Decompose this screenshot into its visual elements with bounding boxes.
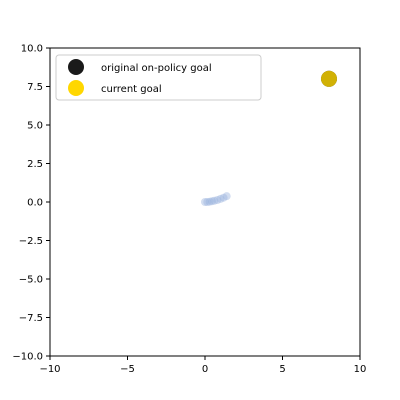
x-tick-label: −10	[39, 364, 60, 375]
legend-label: original on-policy goal	[101, 63, 212, 74]
trajectory-point	[222, 192, 231, 201]
legend-marker	[68, 59, 84, 75]
plot-marks	[201, 70, 337, 206]
trajectory-point	[201, 198, 209, 206]
y-tick-label: 2.5	[27, 159, 43, 170]
trajectory-point	[207, 197, 216, 206]
trajectory-point	[219, 193, 228, 202]
x-tick-label: 0	[202, 364, 208, 375]
y-tick-label: −2.5	[19, 236, 43, 247]
y-tick-label: 5.0	[27, 121, 43, 132]
trajectory-point	[210, 196, 219, 205]
current-goal-point	[321, 70, 337, 87]
trajectory-point	[213, 195, 222, 204]
x-tick-label: 10	[354, 364, 367, 375]
x-tick-label: 5	[279, 364, 285, 375]
trajectory-point	[205, 197, 214, 206]
legend: original on-policy goal current goal	[55, 54, 262, 101]
legend-label: current goal	[101, 84, 162, 95]
axis-ticks: −10 −5 0 5 10 −10.0 −7.5 −5.0 −2.5 0.0 2.5 5.0 7.5 10…	[12, 44, 366, 376]
legend-box	[55, 54, 262, 101]
y-tick-label: 0.0	[27, 198, 43, 209]
y-tick-label: −5.0	[19, 275, 43, 286]
trajectory-point	[203, 198, 212, 206]
y-tick-label: 10.0	[21, 44, 43, 55]
legend-marker	[68, 80, 84, 96]
trajectory-point	[216, 194, 225, 203]
y-tick-label: −7.5	[19, 313, 43, 324]
x-tick-label: −5	[120, 364, 135, 375]
y-tick-label: 7.5	[27, 82, 43, 93]
y-tick-label: −10.0	[12, 352, 43, 363]
axes-frame	[49, 47, 361, 357]
